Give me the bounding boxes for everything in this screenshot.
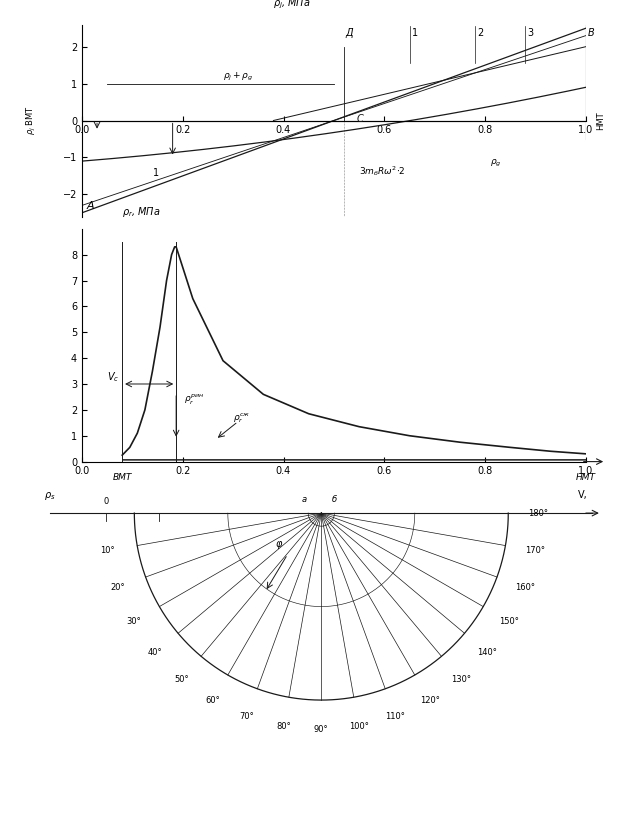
Text: 20°: 20° bbox=[110, 583, 125, 592]
Text: A: A bbox=[87, 201, 94, 211]
Text: 110°: 110° bbox=[386, 712, 406, 721]
Text: $\rho_s$: $\rho_s$ bbox=[44, 490, 56, 502]
Text: 60°: 60° bbox=[205, 696, 220, 705]
Text: б: б bbox=[332, 495, 337, 504]
Text: Д: Д bbox=[345, 28, 353, 38]
Text: 180°: 180° bbox=[528, 509, 548, 518]
Text: 3: 3 bbox=[527, 28, 534, 38]
Text: $3m_бR\omega^2{\cdot}2$: $3m_бR\omega^2{\cdot}2$ bbox=[359, 164, 406, 178]
Text: 30°: 30° bbox=[126, 617, 141, 626]
Text: $\rho_j+\rho_g$: $\rho_j+\rho_g$ bbox=[223, 70, 253, 83]
Text: $\rho_j$ ВМТ: $\rho_j$ ВМТ bbox=[25, 105, 38, 136]
Text: 100°: 100° bbox=[349, 722, 369, 731]
Text: 160°: 160° bbox=[515, 583, 535, 592]
Text: $V_c$: $V_c$ bbox=[107, 370, 120, 384]
Text: ВМТ: ВМТ bbox=[113, 473, 132, 482]
Text: НМТ: НМТ bbox=[576, 473, 596, 482]
Text: 70°: 70° bbox=[240, 712, 255, 721]
Text: 10°: 10° bbox=[100, 547, 115, 556]
Text: 1: 1 bbox=[411, 28, 418, 38]
Text: а: а bbox=[302, 495, 307, 504]
Text: $\rho_g$: $\rho_g$ bbox=[490, 158, 501, 169]
Text: 130°: 130° bbox=[450, 675, 471, 684]
Text: $\rho_r^{сж}$: $\rho_r^{сж}$ bbox=[233, 411, 250, 425]
Text: 170°: 170° bbox=[525, 547, 545, 556]
Text: НМТ: НМТ bbox=[596, 111, 605, 130]
Text: 120°: 120° bbox=[420, 696, 440, 705]
Text: C: C bbox=[357, 114, 364, 124]
Text: 2: 2 bbox=[477, 28, 483, 38]
Text: 0: 0 bbox=[104, 498, 109, 507]
Text: 1: 1 bbox=[152, 167, 159, 178]
Text: $\varphi$: $\varphi$ bbox=[275, 538, 283, 551]
Text: V,: V, bbox=[578, 490, 588, 500]
Text: 80°: 80° bbox=[277, 722, 291, 731]
Text: $\rho_r^{рин}$: $\rho_r^{рин}$ bbox=[184, 392, 204, 407]
Text: $\rho_j$, МПа: $\rho_j$, МПа bbox=[273, 0, 311, 11]
Text: В: В bbox=[588, 28, 594, 38]
Text: 90°: 90° bbox=[314, 725, 329, 734]
Text: 150°: 150° bbox=[499, 617, 519, 626]
Text: $\rho_r$, МПа: $\rho_r$, МПа bbox=[122, 205, 161, 220]
Text: 140°: 140° bbox=[478, 648, 497, 657]
Text: 40°: 40° bbox=[148, 648, 163, 657]
Text: 50°: 50° bbox=[175, 675, 189, 684]
